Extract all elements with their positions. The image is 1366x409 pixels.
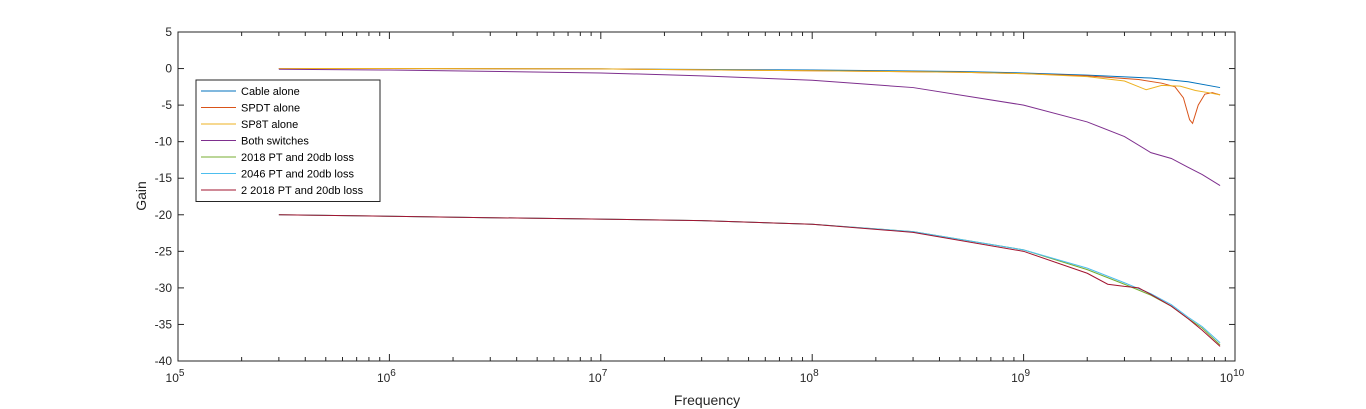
legend-entry: Cable alone (241, 86, 300, 98)
x-tick-label: 108 (800, 368, 819, 385)
y-tick-label: -5 (161, 98, 172, 112)
legend-entry: SPDT alone (241, 103, 300, 115)
y-tick-label: -15 (155, 171, 173, 185)
y-tick-label: -35 (155, 317, 173, 331)
axes-box (177, 31, 1236, 362)
series-line (278, 68, 1221, 96)
legend-entry: 2046 PT and 20db loss (241, 169, 354, 181)
legend-entry: 2018 PT and 20db loss (241, 152, 354, 164)
legend: Cable alone SPDT alone SP8T alone Both swit… (195, 79, 381, 202)
x-tick-label: 105 (166, 368, 185, 385)
x-tick-label: 109 (1011, 368, 1030, 385)
y-tick-label: -25 (155, 244, 173, 258)
legend-entry: 2 2018 PT and 20db loss (241, 185, 364, 197)
x-tick-label: 107 (588, 368, 607, 385)
y-tick-label: -10 (155, 135, 173, 149)
legend-entry: Both switches (241, 136, 309, 148)
y-tick-label: -20 (155, 208, 173, 222)
y-tick-label: -30 (155, 281, 173, 295)
series-layer (278, 68, 1221, 347)
x-tick-label: 1010 (1220, 368, 1245, 385)
y-axis-label: Gain (133, 181, 149, 211)
series-line (278, 68, 1221, 186)
x-axis-label: Frequency (674, 392, 740, 408)
y-tick-label: 0 (165, 62, 172, 76)
legend-entry: SP8T alone (241, 119, 298, 131)
y-tick-label: 5 (165, 25, 172, 39)
series-line (278, 214, 1221, 347)
x-tick-label: 106 (377, 368, 396, 385)
y-tick-label: -40 (155, 354, 173, 368)
